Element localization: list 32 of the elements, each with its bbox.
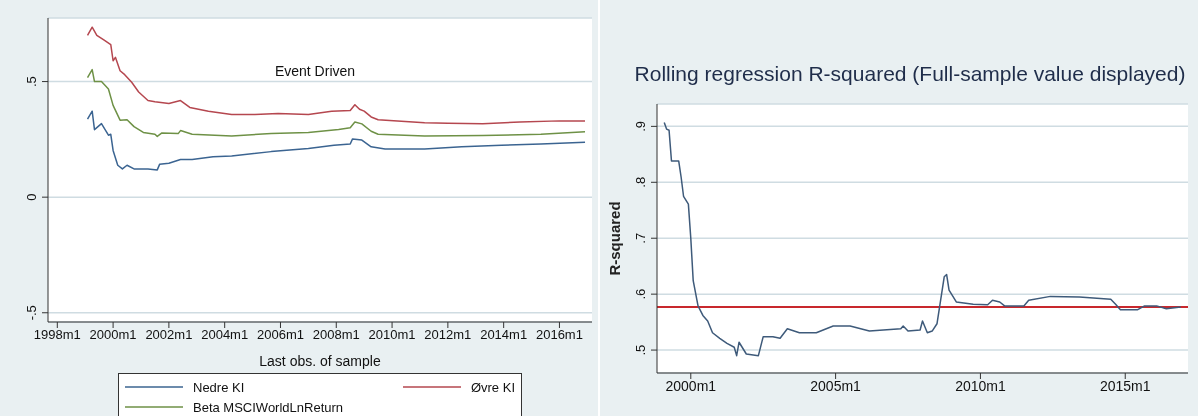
legend-label: Nedre KI xyxy=(193,379,245,395)
legend-label: Beta MSCIWorldLnReturn xyxy=(193,399,344,415)
y-tick-label: 0 xyxy=(24,193,39,201)
y-tick-label: .5 xyxy=(24,76,39,87)
x-tick-label: 2015m1 xyxy=(1099,377,1151,394)
y-axis-title: R-squared xyxy=(606,201,623,276)
x-tick-label: 2004m1 xyxy=(201,327,249,343)
chart-title: Rolling regression R-squared (Full-sample value displayed) xyxy=(633,62,1187,86)
x-tick-label: 2000m1 xyxy=(665,377,717,394)
x-axis-title: Last obs. of sample xyxy=(259,353,381,369)
y-tick-label: .9 xyxy=(633,120,648,132)
x-tick-label: 2008m1 xyxy=(312,327,360,343)
x-tick-label: 2016m1 xyxy=(535,327,583,343)
x-tick-label: 2010m1 xyxy=(955,377,1006,394)
x-tick-label: 2000m1 xyxy=(89,327,137,343)
x-tick-label: 1998m1 xyxy=(33,327,81,343)
line-series xyxy=(663,121,1182,357)
x-tick-label: 2006m1 xyxy=(256,327,304,343)
x-tick-label: 2010m1 xyxy=(368,327,416,343)
x-tick-label: 2005m1 xyxy=(810,377,862,394)
text: Event Driven xyxy=(273,63,357,79)
y-tick-label: -.5 xyxy=(24,305,39,321)
legend-label: Øvre KI xyxy=(470,379,515,395)
y-tick-label: .7 xyxy=(633,232,648,244)
x-tick-label: 2014m1 xyxy=(480,327,528,343)
x-tick-label: 2012m1 xyxy=(424,327,472,343)
y-tick-label: .8 xyxy=(633,176,648,188)
y-tick-label: .6 xyxy=(633,288,648,300)
line-series xyxy=(86,26,586,125)
line-series xyxy=(86,110,586,171)
x-tick-label: 2002m1 xyxy=(145,327,193,343)
y-tick-label: .5 xyxy=(633,344,648,356)
